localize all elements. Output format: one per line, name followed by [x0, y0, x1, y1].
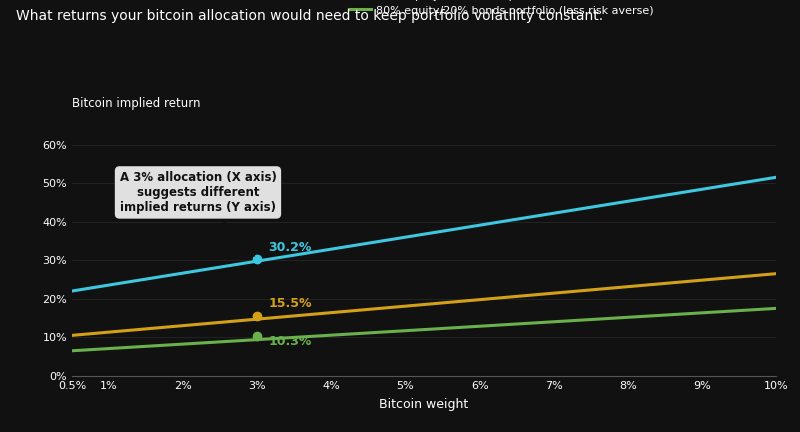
Text: Bitcoin implied return: Bitcoin implied return — [72, 97, 201, 110]
Text: A 3% allocation (X axis)
suggests different
implied returns (Y axis): A 3% allocation (X axis) suggests differ… — [119, 171, 277, 256]
Legend: 40% equity/60% bonds portfolio (more risk averse), 60% equity/40% bonds portfoli: 40% equity/60% bonds portfolio (more ris… — [349, 0, 662, 16]
Text: 15.5%: 15.5% — [268, 297, 312, 310]
X-axis label: Bitcoin weight: Bitcoin weight — [379, 397, 469, 411]
Text: 30.2%: 30.2% — [268, 241, 312, 254]
Text: 10.3%: 10.3% — [268, 335, 312, 348]
Text: What returns your bitcoin allocation would need to keep portfolio volatility con: What returns your bitcoin allocation wou… — [16, 9, 603, 22]
